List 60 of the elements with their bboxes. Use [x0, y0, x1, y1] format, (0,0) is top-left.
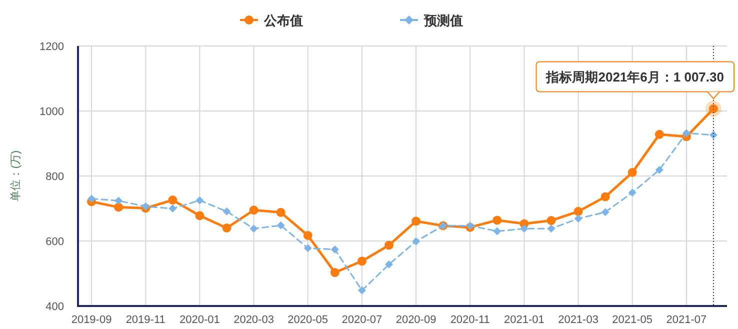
point [249, 206, 258, 215]
point [601, 208, 610, 216]
x-tick-label: 2021-05 [612, 314, 653, 326]
point [412, 237, 420, 246]
point [492, 216, 502, 225]
point [574, 214, 582, 223]
point [330, 268, 340, 278]
point [114, 202, 124, 212]
point [276, 221, 285, 230]
x-tick-label: 2020-09 [396, 314, 436, 326]
x-tick-label: 2019-11 [126, 314, 166, 326]
point [493, 227, 502, 236]
point [709, 131, 718, 140]
point [654, 130, 664, 139]
point [88, 194, 96, 203]
point [168, 196, 178, 205]
y-tick-label: 400 [46, 301, 64, 313]
y-tick-label: 1200 [40, 41, 64, 53]
legend-label: 公布值 [263, 13, 303, 28]
point [384, 260, 393, 268]
point [384, 240, 394, 250]
point [195, 211, 204, 220]
x-tick-label: 2020-07 [342, 314, 382, 326]
point [114, 196, 123, 205]
point [222, 224, 232, 232]
point [222, 207, 231, 216]
y-tick-label: 600 [46, 236, 64, 248]
point [358, 286, 366, 294]
x-tick-label: 2020-05 [288, 314, 328, 326]
point [655, 166, 664, 174]
point [330, 245, 339, 254]
y-axis-title: 单位：(万) [9, 150, 22, 202]
point [682, 129, 690, 138]
legend-label: 预测值 [423, 13, 463, 28]
y-tick-label: 1000 [40, 106, 64, 118]
point [303, 230, 312, 240]
point [412, 216, 421, 226]
point [196, 196, 204, 204]
x-tick-label: 2021-03 [558, 314, 598, 326]
point [574, 206, 583, 216]
annotation: 指标周期2021年6月：1 007.30 [545, 70, 724, 85]
point [628, 188, 636, 197]
y-tick-label: 800 [46, 171, 64, 183]
point [600, 192, 610, 202]
point [546, 216, 556, 226]
x-tick-label: 2020-03 [234, 314, 274, 326]
x-tick-label: 2021-01 [504, 314, 544, 326]
point [304, 244, 312, 252]
annotation: 指标周期2021年6月：1 007.30 [536, 46, 734, 306]
point [357, 256, 366, 266]
point [520, 224, 528, 233]
point [250, 224, 258, 233]
point [168, 204, 177, 212]
x-tick-label: 2021-07 [666, 314, 707, 326]
x-tick-label: 2019-09 [71, 314, 112, 326]
x-tick-label: 2020-01 [180, 314, 220, 326]
x-tick-label: 2020-11 [450, 314, 490, 326]
point [628, 168, 637, 177]
point [547, 224, 556, 233]
point [276, 208, 286, 217]
